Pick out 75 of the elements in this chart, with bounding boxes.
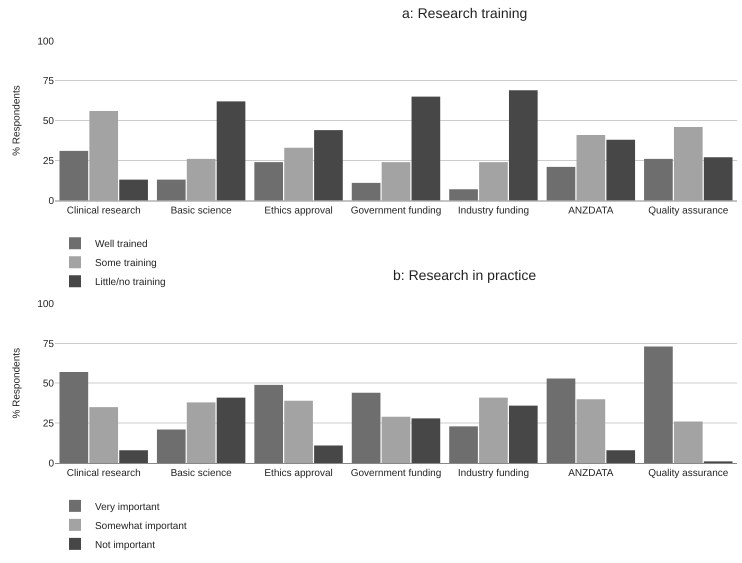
bar	[59, 150, 88, 200]
y-tick-label: 0	[48, 458, 54, 470]
bar	[479, 398, 508, 464]
x-tick-label: Ethics approval	[264, 205, 333, 216]
x-tick-label: ANZDATA	[568, 468, 614, 480]
bar	[606, 140, 636, 200]
bar	[546, 378, 576, 464]
bar	[314, 130, 343, 200]
x-tick-label: Industry funding	[458, 468, 530, 480]
x-tick-label: Quality assurance	[648, 205, 729, 216]
legend-label: Well trained	[95, 239, 148, 250]
bar	[576, 134, 606, 200]
bar	[644, 346, 673, 464]
bar	[382, 162, 410, 200]
bar	[674, 126, 703, 200]
bar	[644, 158, 673, 200]
x-tick-label: ANZDATA	[568, 205, 614, 216]
y-tick-label: 75	[42, 76, 54, 88]
bar	[284, 400, 313, 464]
legend-label: Very important	[95, 502, 160, 513]
bar	[412, 418, 440, 464]
bar	[119, 180, 148, 200]
y-tick-label: 50	[42, 116, 54, 128]
y-tick-label: 100	[37, 36, 54, 48]
y-tick-label: 100	[37, 298, 54, 310]
bar	[156, 430, 186, 464]
x-tick-label: Government funding	[350, 468, 442, 480]
bar	[479, 162, 508, 200]
bar	[254, 162, 284, 200]
bar	[284, 148, 313, 200]
x-tick-label: Clinical research	[66, 205, 141, 216]
bar	[89, 407, 118, 464]
bar	[412, 96, 440, 200]
y-tick-label: 25	[42, 418, 54, 430]
x-tick-label: Quality assurance	[648, 468, 729, 480]
legend-label: Some training	[95, 258, 157, 270]
x-tick-label: Ethics approval	[264, 468, 333, 480]
x-tick-label: Clinical research	[66, 468, 141, 480]
bar	[576, 399, 606, 464]
chart-title: b: Research in practice	[393, 267, 536, 283]
x-tick-label: Industry funding	[458, 205, 530, 216]
bar	[314, 445, 343, 464]
x-tick-label: Basic science	[170, 468, 232, 480]
bar	[449, 426, 478, 464]
y-tick-label: 75	[42, 338, 54, 350]
x-tick-label: Basic science	[170, 205, 232, 216]
bar	[216, 398, 246, 464]
bar	[674, 422, 703, 464]
chart-title: a: Research training	[402, 5, 528, 21]
bar	[449, 189, 478, 200]
bar	[606, 450, 636, 464]
legend-label: Little/no training	[95, 277, 166, 288]
bar	[89, 111, 118, 200]
bar	[156, 180, 186, 200]
y-tick-label: 25	[42, 156, 54, 167]
bar	[382, 416, 410, 464]
y-tick-label: 0	[48, 196, 54, 207]
bar	[508, 90, 538, 200]
bar	[352, 392, 380, 464]
bar	[352, 182, 380, 200]
y-axis-title: % Respondents	[11, 85, 22, 156]
bar	[186, 158, 216, 200]
bar	[546, 166, 576, 200]
bar	[186, 402, 216, 464]
bar	[254, 384, 284, 464]
y-tick-label: 50	[42, 378, 54, 390]
bar	[704, 157, 733, 200]
legend-label: Not important	[95, 540, 156, 551]
legend-label: Somewhat important	[95, 520, 187, 532]
bar	[216, 101, 246, 200]
bar	[59, 372, 88, 464]
y-axis-title: % Respondents	[11, 348, 22, 419]
bar	[508, 406, 538, 464]
x-tick-label: Government funding	[350, 205, 442, 216]
bar	[119, 450, 148, 464]
